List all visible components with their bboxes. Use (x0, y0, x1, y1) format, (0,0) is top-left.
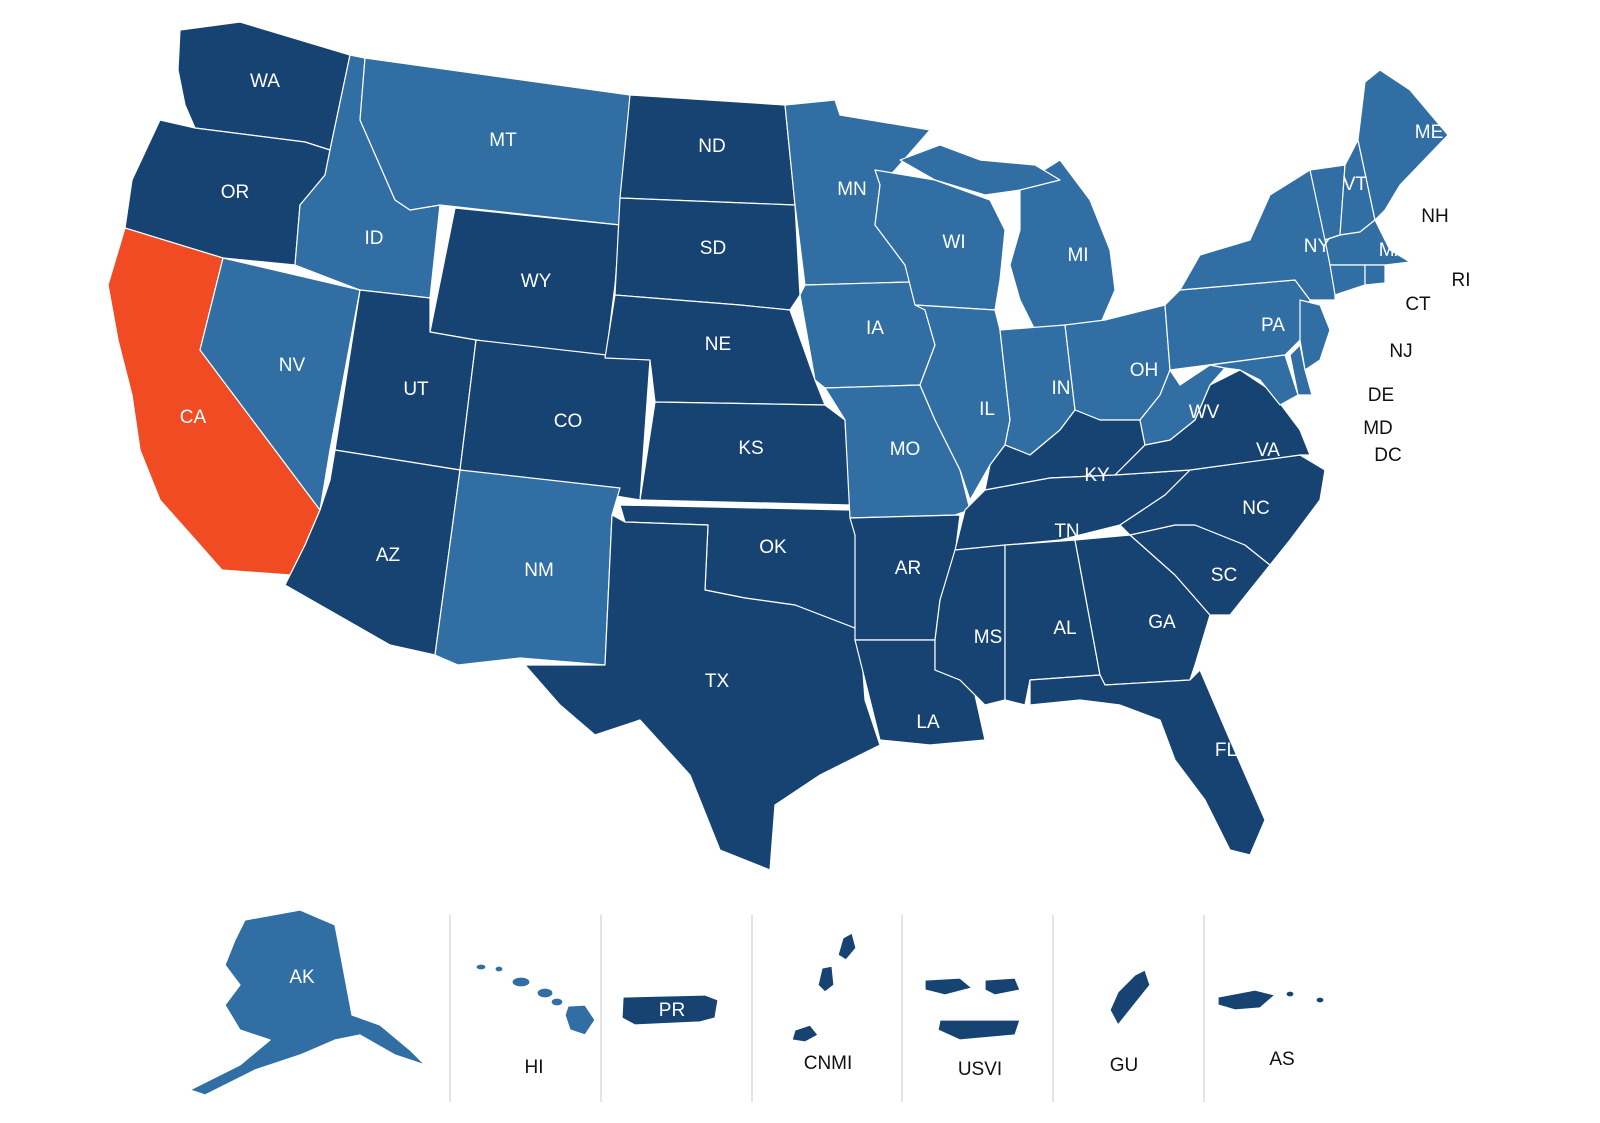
state-TX[interactable] (524, 514, 881, 871)
label-HI: HI (525, 1057, 544, 1078)
state-KS[interactable] (639, 401, 851, 506)
label-DE: DE (1368, 385, 1394, 406)
label-DC: DC (1374, 445, 1401, 466)
label-USVI: USVI (958, 1059, 1002, 1080)
state-NM[interactable] (434, 469, 621, 666)
label-CNMI: CNMI (804, 1053, 853, 1074)
state-SD[interactable] (614, 197, 801, 311)
state-RI[interactable] (1364, 264, 1386, 286)
territory-PR[interactable] (621, 994, 719, 1026)
inset-dividers (449, 915, 1205, 1102)
state-PA[interactable] (1164, 279, 1311, 371)
territory-insets: AK HI PR CNMI USVI GU (189, 909, 1325, 1096)
state-ME[interactable] (1357, 69, 1449, 221)
state-MD[interactable] (1209, 354, 1299, 406)
label-GU: GU (1110, 1055, 1139, 1076)
label-NH: NH (1421, 206, 1448, 227)
territory-CNMI[interactable] (791, 932, 857, 1043)
territory-GU[interactable] (1109, 969, 1151, 1026)
label-RI: RI (1452, 270, 1471, 291)
label-AS: AS (1269, 1049, 1294, 1070)
territory-AS[interactable] (1217, 989, 1325, 1011)
state-ND[interactable] (619, 94, 796, 206)
state-FL[interactable] (1029, 669, 1266, 856)
contiguous-states (107, 21, 1449, 871)
state-NJ[interactable] (1299, 299, 1331, 371)
label-CT: CT (1405, 294, 1431, 315)
label-MD: MD (1363, 418, 1393, 439)
state-DE[interactable] (1289, 344, 1313, 396)
territory-AK[interactable] (189, 909, 426, 1096)
state-CT[interactable] (1329, 264, 1366, 296)
territory-USVI[interactable] (924, 977, 1021, 1041)
label-NJ: NJ (1389, 341, 1412, 362)
state-NY[interactable] (1179, 169, 1336, 301)
territory-HI[interactable] (475, 963, 596, 1036)
state-NV[interactable] (199, 257, 361, 511)
state-MI-upper[interactable] (899, 144, 1061, 196)
state-MT[interactable] (359, 57, 631, 226)
